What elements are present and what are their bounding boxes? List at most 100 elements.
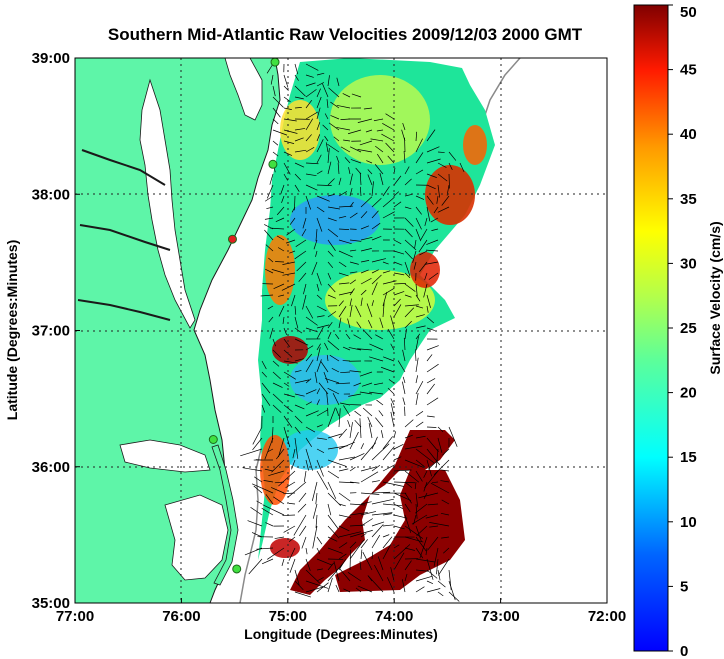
river-potomac: [81, 149, 166, 186]
velocity-arrow: [404, 492, 412, 504]
velocity-arrow: [393, 444, 404, 450]
velocity-arrow: [316, 154, 322, 164]
velocity-arrow: [312, 525, 318, 549]
river-james: [77, 299, 171, 321]
velocity-blob: [463, 125, 487, 165]
river-rappahannock: [79, 224, 171, 251]
velocity-arrow: [263, 480, 274, 483]
velocity-arrow: [253, 485, 263, 494]
velocity-arrow: [289, 217, 296, 225]
velocity-arrow: [261, 371, 268, 378]
velocity-arrow: [268, 470, 285, 476]
velocity-arrow: [357, 585, 373, 593]
velocity-arrow: [360, 466, 376, 472]
velocity-arrow: [415, 410, 424, 417]
velocity-arrow: [349, 541, 357, 549]
y-axis: 39:00 38:00 37:00 36:00 35:00: [32, 50, 80, 612]
velocity-arrow: [360, 518, 373, 527]
velocity-arrow: [349, 212, 358, 219]
velocity-arrow: [283, 129, 298, 134]
velocity-arrow: [415, 195, 425, 200]
velocity-arrow: [338, 542, 348, 549]
velocity-arrow: [371, 498, 394, 505]
velocity-arrow: [301, 228, 307, 237]
velocity-arrow: [382, 481, 404, 487]
velocity-arrow: [314, 371, 318, 384]
velocity-arrow: [414, 349, 417, 362]
velocity-arrow: [294, 404, 305, 410]
velocity-arrow: [360, 225, 370, 230]
velocity-arrow: [270, 487, 285, 494]
velocity-arrow: [426, 397, 439, 406]
velocity-arrow: [294, 85, 306, 97]
velocity-arrow: [404, 283, 416, 292]
velocity-arrow: [348, 167, 351, 175]
velocity-arrow: [390, 398, 395, 406]
velocity-arrow: [370, 138, 384, 142]
velocity-arrow: [305, 389, 317, 395]
velocity-arrow: [316, 409, 329, 417]
velocity-arrow: [360, 297, 363, 307]
velocity-arrow: [393, 525, 405, 530]
velocity-arrow: [283, 426, 291, 448]
velocity-arrow: [371, 269, 379, 274]
velocity-arrow: [272, 118, 279, 125]
velocity-arrow: [272, 382, 283, 388]
velocity-arrow: [288, 547, 296, 561]
velocity-arrow: [404, 536, 424, 543]
velocity-arrow: [294, 162, 305, 168]
velocity-blob: [260, 435, 290, 505]
velocity-arrow: [375, 417, 384, 428]
velocity-arrow: [330, 101, 340, 109]
velocity-arrow: [359, 172, 362, 186]
y-tick-label: 35:00: [32, 595, 70, 612]
velocity-arrow: [359, 186, 362, 197]
velocity-arrow: [305, 195, 312, 210]
velocity-arrow: [437, 206, 450, 213]
velocity-arrow: [382, 446, 395, 461]
velocity-arrow: [386, 577, 395, 593]
velocity-arrow: [332, 393, 340, 406]
velocity-arrow: [267, 547, 285, 560]
velocity-blob: [270, 538, 300, 558]
velocity-arrow: [305, 99, 313, 109]
velocity-arrow: [338, 239, 352, 244]
velocity-arrow: [327, 217, 337, 222]
velocity-arrow: [377, 556, 384, 571]
velocity-arrow: [316, 324, 330, 329]
velocity-arrow: [272, 349, 281, 358]
velocity-arrow: [294, 96, 304, 100]
x-tick-label: 77:00: [56, 608, 94, 625]
velocity-arrow: [338, 215, 347, 219]
velocity-arrow: [338, 282, 350, 285]
velocity-arrow: [335, 333, 340, 340]
velocity-arrow: [393, 191, 400, 197]
velocity-arrow: [385, 142, 395, 153]
velocity-arrow: [283, 525, 296, 533]
velocity-arrow: [337, 163, 340, 175]
velocity-arrow: [316, 315, 325, 318]
velocity-arrow: [404, 193, 413, 197]
x-tick-label: 72:00: [588, 608, 626, 625]
velocity-arrow: [327, 503, 332, 516]
velocity-arrow: [302, 217, 307, 229]
velocity-arrow: [327, 283, 336, 293]
velocity-arrow: [327, 459, 347, 467]
velocity-arrow: [320, 360, 329, 373]
velocity-arrow: [415, 283, 418, 297]
velocity-arrow: [305, 63, 319, 71]
velocity-arrow: [369, 391, 384, 395]
colorbar-tick-label: 0: [680, 643, 688, 659]
velocity-arrow: [312, 503, 318, 519]
velocity-arrow: [338, 272, 349, 277]
velocity-arrow: [281, 558, 285, 566]
velocity-arrow: [316, 388, 321, 395]
velocity-arrow: [326, 354, 329, 362]
velocity-arrow: [288, 481, 307, 498]
velocity-arrow: [371, 464, 381, 472]
velocity-arrow: [393, 239, 402, 245]
velocity-arrow: [404, 419, 414, 428]
velocity-arrow: [382, 503, 403, 507]
velocity-arrow: [415, 448, 435, 464]
velocity-arrow: [426, 173, 437, 178]
